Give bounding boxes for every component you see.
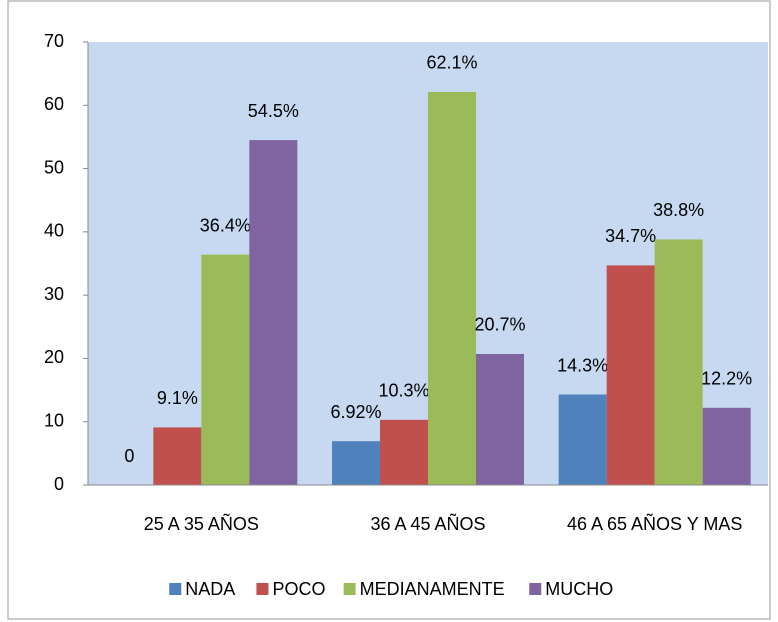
bar [558,394,607,485]
y-tick-label: 0 [54,474,64,494]
data-label: 0 [124,446,134,466]
data-label: 54.5% [248,101,299,121]
bar [201,254,250,485]
legend-swatch [343,583,356,595]
data-label: 36.4% [200,215,251,235]
y-tick-label: 40 [44,221,64,241]
legend-swatch [529,583,542,595]
y-tick-label: 10 [44,410,64,430]
x-tick-label: 36 A 45 AÑOS [370,513,485,534]
data-label: 6.92% [330,402,381,422]
legend-label: POCO [272,579,325,599]
data-label: 12.2% [701,369,752,389]
data-label: 62.1% [426,53,477,73]
bar [153,427,202,485]
legend-label: MUCHO [545,579,613,599]
bar [654,239,703,485]
data-label: 38.8% [653,200,704,220]
bar [249,140,298,486]
bar [332,441,380,485]
data-label: 10.3% [378,381,429,401]
y-tick-label: 50 [44,157,64,177]
data-label: 14.3% [557,355,608,375]
legend-swatch [256,583,269,595]
bar [476,353,524,485]
bar [428,91,476,485]
x-tick-label: 46 A 65 AÑOS Y MAS [567,513,742,534]
bar [380,419,428,485]
legend-swatch [169,583,182,595]
y-tick-label: 30 [44,284,64,304]
y-tick-label: 60 [44,94,64,114]
y-tick-label: 20 [44,347,64,367]
bar [702,407,751,485]
legend-label: MEDIANAMENTE [360,579,505,599]
data-label: 20.7% [474,315,525,335]
x-tick-label: 25 A 35 AÑOS [144,513,259,534]
y-tick-label: 70 [44,31,64,51]
data-label: 9.1% [157,388,198,408]
legend-label: NADA [185,579,235,599]
data-label: 34.7% [605,226,656,246]
bar [606,265,655,485]
